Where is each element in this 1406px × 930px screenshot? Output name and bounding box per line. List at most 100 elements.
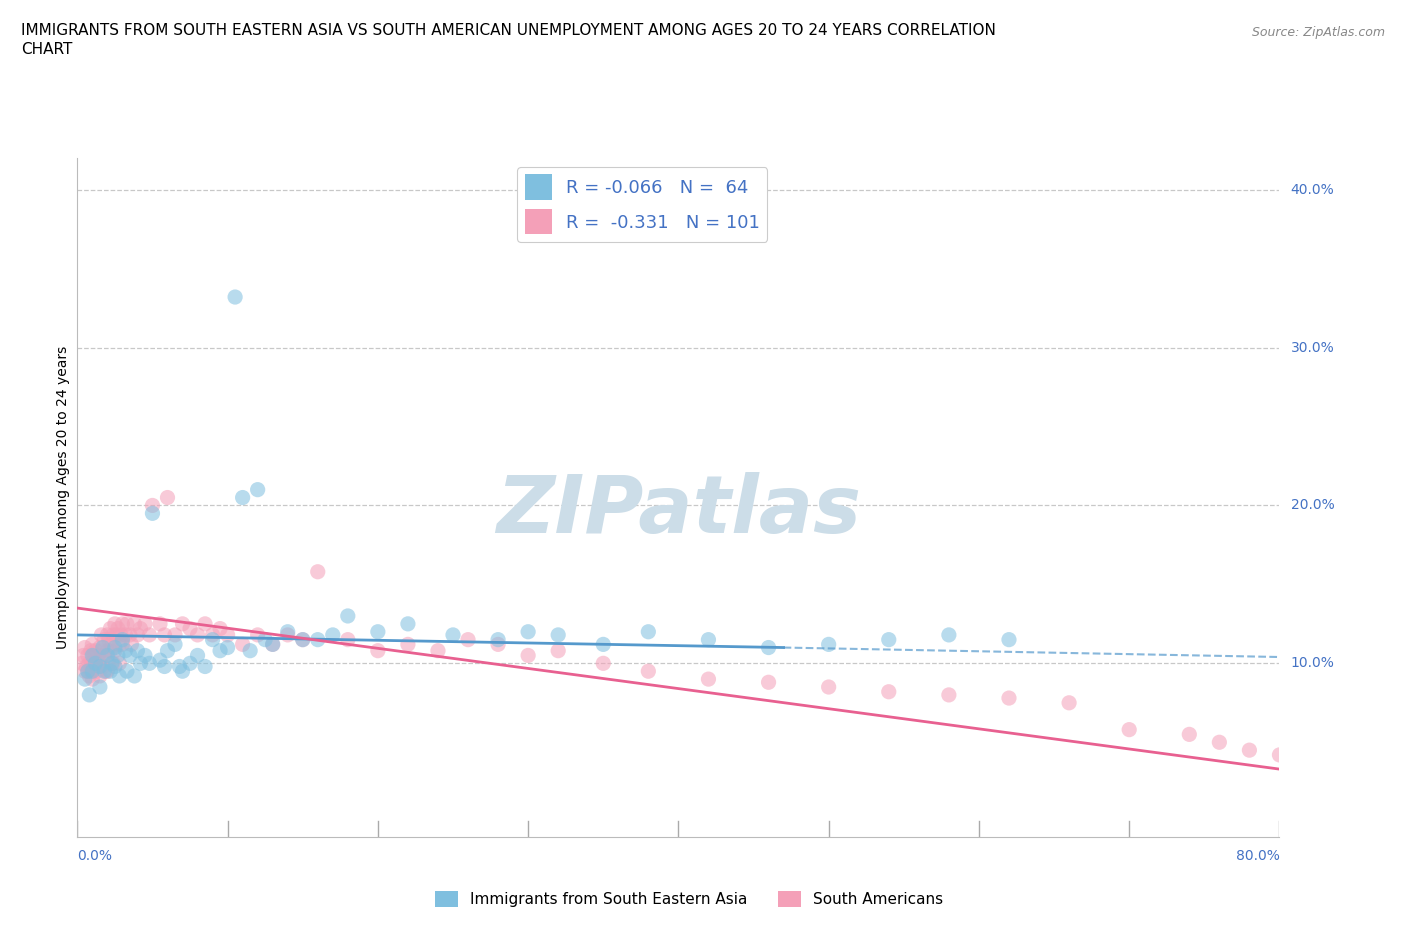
Point	[141, 498, 163, 512]
Point	[134, 617, 156, 631]
Point	[877, 684, 900, 699]
Point	[79, 669, 101, 684]
Point	[592, 656, 614, 671]
Point	[79, 656, 101, 671]
Point	[201, 632, 224, 647]
Point	[89, 640, 111, 655]
Point	[87, 648, 110, 663]
Point	[239, 644, 262, 658]
Point	[82, 648, 104, 663]
Point	[118, 648, 141, 663]
Point	[217, 640, 239, 655]
Point	[83, 648, 105, 663]
Point	[246, 483, 269, 498]
Point	[89, 659, 111, 674]
Point	[396, 637, 419, 652]
Point	[104, 659, 127, 674]
Point	[938, 687, 960, 702]
Point	[82, 637, 104, 652]
Point	[396, 617, 419, 631]
Point	[1178, 727, 1201, 742]
Point	[232, 490, 254, 505]
Text: 80.0%: 80.0%	[1236, 849, 1279, 863]
Point	[232, 637, 254, 652]
Point	[1343, 759, 1365, 774]
Point	[307, 565, 329, 579]
Point	[84, 644, 107, 658]
Point	[592, 637, 614, 652]
Point	[201, 628, 224, 643]
Point	[1268, 748, 1291, 763]
Text: ZIPatlas: ZIPatlas	[496, 472, 860, 551]
Point	[82, 656, 104, 671]
Point	[138, 656, 160, 671]
Point	[101, 656, 124, 671]
Point	[76, 664, 98, 679]
Point	[1239, 743, 1261, 758]
Point	[118, 628, 141, 643]
Legend: R = -0.066   N =  64, R =  -0.331   N = 101: R = -0.066 N = 64, R = -0.331 N = 101	[517, 167, 768, 242]
Point	[87, 659, 110, 674]
Point	[486, 637, 509, 652]
Point	[124, 617, 146, 631]
Point	[998, 691, 1021, 706]
Point	[104, 644, 127, 658]
Text: 20.0%: 20.0%	[1291, 498, 1334, 512]
Point	[91, 659, 114, 674]
Point	[209, 644, 232, 658]
Point	[103, 656, 125, 671]
Point	[100, 621, 122, 636]
Point	[93, 648, 115, 663]
Point	[367, 624, 389, 639]
Point	[97, 632, 120, 647]
Point	[163, 637, 186, 652]
Point	[72, 648, 94, 663]
Point	[938, 628, 960, 643]
Point	[84, 659, 107, 674]
Point	[114, 644, 136, 658]
Point	[124, 669, 146, 684]
Point	[141, 506, 163, 521]
Point	[129, 621, 152, 636]
Point	[1118, 723, 1140, 737]
Point	[70, 656, 93, 671]
Point	[94, 664, 117, 679]
Point	[457, 632, 479, 647]
Point	[93, 632, 115, 647]
Point	[89, 656, 111, 671]
Point	[156, 644, 179, 658]
Point	[149, 653, 172, 668]
Point	[637, 624, 659, 639]
Text: IMMIGRANTS FROM SOUTH EASTERN ASIA VS SOUTH AMERICAN UNEMPLOYMENT AMONG AGES 20 : IMMIGRANTS FROM SOUTH EASTERN ASIA VS SO…	[21, 23, 995, 38]
Point	[104, 640, 127, 655]
Point	[100, 644, 122, 658]
Point	[80, 644, 103, 658]
Text: Source: ZipAtlas.com: Source: ZipAtlas.com	[1251, 26, 1385, 39]
Point	[73, 664, 96, 679]
Point	[697, 632, 720, 647]
Point	[486, 632, 509, 647]
Point	[90, 644, 112, 658]
Point	[172, 617, 194, 631]
Point	[111, 617, 134, 631]
Point	[517, 624, 540, 639]
Point	[76, 664, 98, 679]
Point	[262, 637, 284, 652]
Point	[127, 628, 149, 643]
Point	[156, 490, 179, 505]
Point	[758, 640, 780, 655]
Point	[107, 621, 129, 636]
Point	[336, 632, 359, 647]
Point	[246, 628, 269, 643]
Point	[90, 628, 112, 643]
Point	[120, 637, 142, 652]
Point	[115, 664, 138, 679]
Point	[153, 628, 176, 643]
Point	[96, 664, 118, 679]
Point	[104, 617, 127, 631]
Point	[877, 632, 900, 647]
Point	[96, 628, 118, 643]
Point	[101, 637, 124, 652]
Point	[817, 680, 839, 695]
Point	[758, 675, 780, 690]
